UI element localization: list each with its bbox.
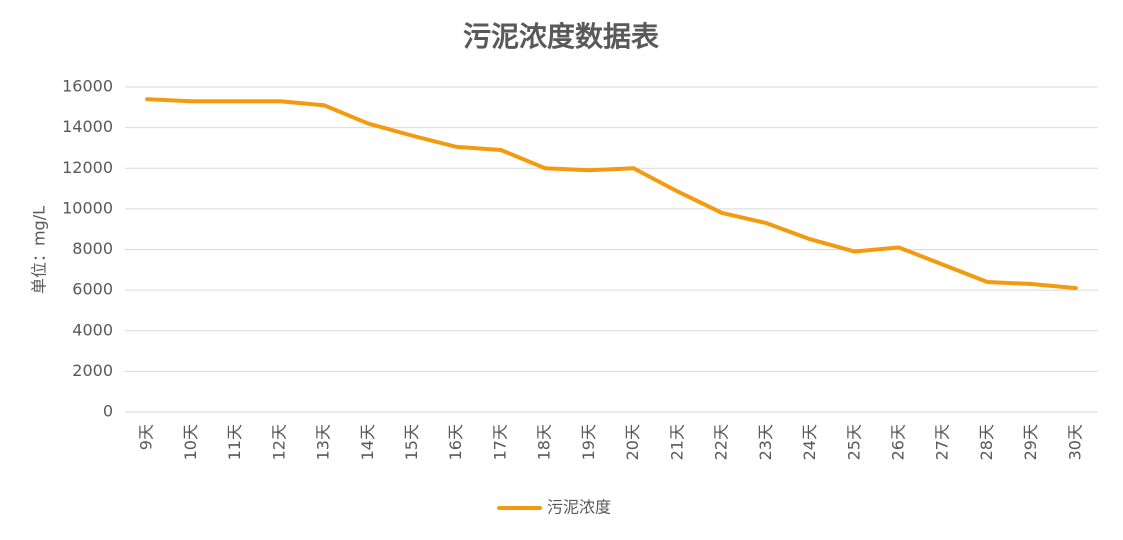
x-tick-label: 22天 xyxy=(712,424,731,460)
x-tick-label: 10天 xyxy=(181,424,200,460)
y-tick-label: 10000 xyxy=(62,198,113,217)
y-axis-label: 单位：mg/L xyxy=(30,206,49,294)
x-tick-label: 23天 xyxy=(756,424,775,460)
y-tick-label: 4000 xyxy=(72,320,113,339)
x-tick-label: 18天 xyxy=(535,424,554,460)
x-tick-label: 27天 xyxy=(933,424,952,460)
x-tick-label: 19天 xyxy=(579,424,598,460)
x-tick-label: 25天 xyxy=(844,424,863,460)
x-tick-label: 12天 xyxy=(269,424,288,460)
x-tick-label: 15天 xyxy=(402,424,421,460)
x-tick-label: 28天 xyxy=(977,424,996,460)
x-tick-label: 9天 xyxy=(137,424,156,450)
x-tick-label: 14天 xyxy=(358,424,377,460)
y-tick-label: 6000 xyxy=(72,280,113,299)
x-tick-label: 20天 xyxy=(623,424,642,460)
chart-title: 污泥浓度数据表 xyxy=(463,20,659,53)
y-tick-label: 2000 xyxy=(72,361,113,380)
x-tick-label: 30天 xyxy=(1065,424,1084,460)
y-tick-label: 0 xyxy=(103,402,113,421)
x-tick-label: 16天 xyxy=(446,424,465,460)
y-tick-label: 16000 xyxy=(62,77,113,96)
x-tick-label: 26天 xyxy=(888,424,907,460)
y-tick-label: 8000 xyxy=(72,239,113,258)
x-tick-label: 11天 xyxy=(225,424,244,460)
x-tick-label: 21天 xyxy=(667,424,686,460)
data-line xyxy=(145,97,1078,291)
x-tick-label: 24天 xyxy=(800,424,819,460)
y-tick-label: 12000 xyxy=(62,158,113,177)
x-tick-label: 13天 xyxy=(314,424,333,460)
x-tick-label: 29天 xyxy=(1021,424,1040,460)
y-tick-label: 14000 xyxy=(62,117,113,136)
legend-label: 污泥浓度 xyxy=(547,498,611,517)
x-tick-label: 17天 xyxy=(490,424,509,460)
